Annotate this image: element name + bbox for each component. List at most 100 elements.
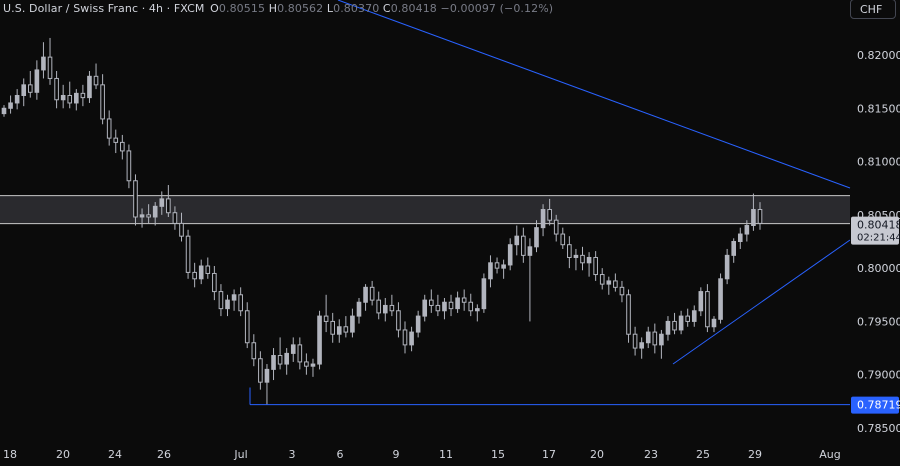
candle-body [244,310,250,344]
candle-body [192,271,197,280]
candle-body [737,233,743,242]
candle-body [613,280,618,288]
candle-body [139,214,145,218]
candle-body [218,291,224,310]
candle-body [389,304,395,312]
candle-body [685,315,690,322]
candle-body [179,222,184,237]
candle-body [626,294,631,335]
price-tick-label: 0.79000 [857,369,900,382]
candle-body [225,299,230,310]
price-tick-label: 0.81500 [857,102,900,115]
change-value: −0.00097 (−0.12%) [440,2,554,15]
candle-body [415,315,421,333]
high-label: H [268,2,278,15]
candle-body [718,278,723,320]
candle-body [560,233,566,246]
candle-body [422,299,428,317]
ascending-trendline [672,239,851,365]
candle-body [126,150,132,182]
candle-body [27,84,33,93]
trendlines[interactable] [249,0,851,406]
candle-body [8,102,13,109]
candle-body [330,320,336,335]
candle-body [757,209,763,224]
candle-body [731,241,737,256]
time-tick-label: 24 [108,448,122,461]
candle-body [205,265,211,274]
candle-body [711,318,717,328]
candle-body [435,304,441,312]
candle-body [120,141,125,152]
symbol-title[interactable]: U.S. Dollar / Swiss Franc · 4h · FXCM [3,2,205,15]
candle-body [231,294,237,301]
countdown-label: 02:21:44 [857,233,900,244]
candle-body [521,235,526,256]
candle-body [409,331,414,346]
candle-body [106,118,112,139]
candle-body [198,265,204,280]
descending-trendline [337,0,851,189]
time-tick-label: 23 [644,448,658,461]
candle-body [639,342,644,349]
candle-body [645,331,651,344]
price-tick-label: 0.81000 [857,156,900,169]
candle-body [442,301,447,312]
candle-body [448,301,454,310]
price-tick-label: 0.79500 [857,315,900,328]
candle-body [172,212,178,224]
candle-body [534,227,539,248]
close-label: C [382,2,391,15]
resistance-zone[interactable] [0,195,850,225]
candle-body [356,301,362,317]
time-axis[interactable]: 18 20 24 26 Jul 3 6 9 11 15 17 20 23 25 29 Aug [3,448,841,461]
candle-body [659,333,664,346]
candlestick-series [1,37,763,405]
candle-body [113,137,119,143]
price-tick-label: 0.82000 [857,49,900,62]
candle-body [573,254,579,258]
candle-body [304,361,309,367]
open-value: 0.80515 [218,2,266,15]
candle-body [336,326,342,335]
candle-body [343,326,349,333]
low-value: 0.80370 [333,2,380,15]
candle-body [382,304,388,314]
candle-body [751,209,756,227]
candle-body [501,264,506,269]
time-tick-label: Jul [233,448,247,461]
candle-body [547,209,552,221]
candle-body [297,344,303,363]
candle-body [212,272,217,293]
symbol-legend: U.S. Dollar / Swiss Franc · 4h · FXCM O0… [3,2,553,15]
candle-body [481,278,487,310]
candle-body [507,244,513,266]
candle-body [678,315,684,331]
candle-body [67,94,73,104]
candle-body [152,205,158,218]
price-axis[interactable]: 0.820000.815000.810000.805000.800000.795… [857,49,900,435]
time-tick-label: 9 [393,448,400,461]
candle-body [580,254,585,264]
candle-body [632,333,638,349]
candle-body [284,352,289,365]
candle-body [691,310,697,322]
time-tick-label: 20 [590,448,604,461]
currency-button[interactable]: CHF [850,0,896,19]
candle-body [599,274,605,285]
candle-body [185,235,191,273]
candle-body [619,286,625,296]
time-tick-label: 20 [56,448,70,461]
candle-body [553,219,559,235]
candle-body [54,77,59,101]
candle-body [264,368,270,383]
candle-body [60,94,66,101]
candle-body [494,262,500,269]
candle-body [251,342,257,360]
candle-body [369,286,375,301]
time-tick-label: 15 [491,448,505,461]
candle-body [133,180,138,218]
price-tick-label: 0.78500 [857,422,900,435]
